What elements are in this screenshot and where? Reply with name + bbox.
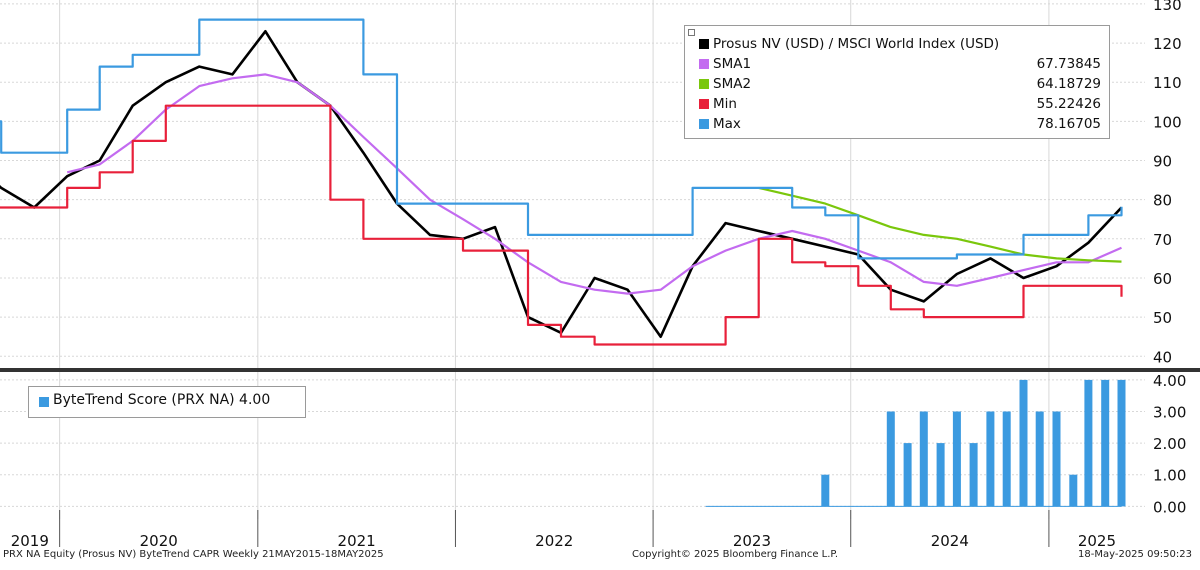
legend-value: 78.16705 [1036,116,1101,132]
score-legend-label: ByteTrend Score (PRX NA) 4.00 [53,392,271,408]
legend-value: 67.73845 [1036,56,1101,72]
series-line-sma2 [758,186,1122,263]
footer-left: PRX NA Equity (Prosus NV) ByteTrend CAPR… [3,549,384,560]
legend-collapse-icon[interactable] [688,29,695,36]
legend-swatch [39,397,49,407]
score-bar [986,411,995,507]
y-tick-label: 50 [1153,309,1172,327]
year-label: 2019 [11,532,49,550]
legend-swatch [699,59,709,69]
y-tick-label: 90 [1153,153,1172,171]
score-bar [1069,474,1078,507]
score-tick-label: 1.00 [1153,467,1186,485]
y-tick-label: 100 [1153,113,1182,131]
y-tick-labels: 40 50 60 70 80 90 100 110 120 130 0.00 1.00 2.00 3.00… [1153,0,1186,516]
y-tick-label: 60 [1153,270,1172,288]
legend-entry-max: Max 78.16705 [699,114,1101,134]
legend-entry-price: Prosus NV (USD) / MSCI World Index (USD) [699,34,1101,54]
legend-swatch [699,119,709,129]
legend-label: SMA1 [713,56,752,72]
series-line-sma1 [66,73,1122,295]
score-bar [1035,411,1044,507]
score-bar [1052,411,1061,507]
score-bar [952,411,961,507]
x-axis: 2019 2020 2021 2022 2023 2024 2025 [11,510,1116,550]
legend-swatch [699,79,709,89]
panel-divider [0,368,1200,372]
score-bar [1084,379,1093,507]
year-label: 2024 [931,532,969,550]
score-tick-label: 4.00 [1153,372,1186,390]
legend-value: 55.22426 [1036,96,1101,112]
score-bar [886,411,895,507]
year-label: 2020 [140,532,178,550]
legend-value: 64.18729 [1036,76,1101,92]
score-bar [919,411,928,507]
legend-entry-sma2: SMA2 64.18729 [699,74,1101,94]
legend-label: Min [713,96,737,112]
legend-swatch [699,99,709,109]
score-bar [1101,379,1110,507]
legend-entry-sma1: SMA1 67.73845 [699,54,1101,74]
year-label: 2025 [1078,532,1116,550]
score-tick-label: 0.00 [1153,498,1186,516]
y-tick-label: 130 [1153,0,1182,14]
lower-gridlines [0,379,1145,507]
year-label: 2021 [338,532,376,550]
lower-bars [705,379,1126,507]
price-legend: Prosus NV (USD) / MSCI World Index (USD)… [684,25,1110,139]
upper-series [0,18,1123,346]
legend-label: Max [713,116,741,132]
legend-swatch [699,39,709,49]
year-label: 2023 [733,532,771,550]
score-bar [1002,411,1011,507]
legend-label: Prosus NV (USD) / MSCI World Index (USD) [713,36,1000,52]
score-bar [821,474,830,507]
score-tick-label: 2.00 [1153,435,1186,453]
footer-right: 18-May-2025 09:50:23 [1078,549,1192,560]
score-bar [1019,379,1028,507]
score-bar [969,443,978,507]
legend-label: SMA2 [713,76,752,92]
y-tick-label: 70 [1153,231,1172,249]
series-line-min [0,104,1123,346]
series-line-max [0,18,1123,260]
score-legend: ByteTrend Score (PRX NA) 4.00 [28,386,306,418]
y-tick-label: 120 [1153,35,1182,53]
year-label: 2022 [535,532,573,550]
score-tick-label: 3.00 [1153,404,1186,422]
score-bar [903,443,912,507]
legend-entry-min: Min 55.22426 [699,94,1101,114]
y-tick-label: 40 [1153,348,1172,366]
y-tick-label: 110 [1153,74,1182,92]
footer-center: Copyright© 2025 Bloomberg Finance L.P. [632,549,839,560]
y-tick-label: 80 [1153,192,1172,210]
score-bar [1117,379,1126,507]
score-bar [936,443,945,507]
